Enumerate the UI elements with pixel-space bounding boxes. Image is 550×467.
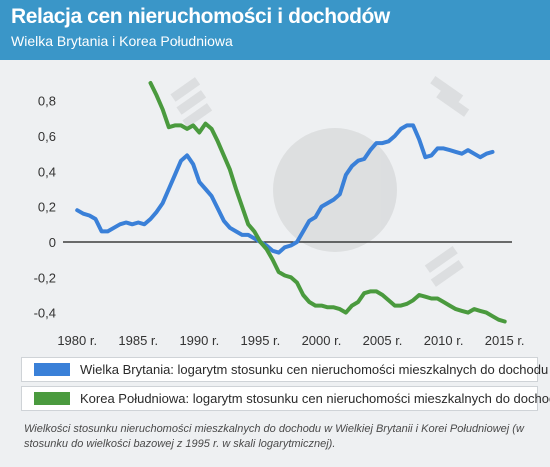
x-tick-label: 1985 r.: [118, 333, 158, 348]
legend-item-korea: Korea Południowa: logarytm stosunku cen …: [21, 386, 550, 411]
y-tick-label: -0,4: [34, 306, 56, 321]
footnote: Wielkości stosunku nieruchomości mieszka…: [24, 423, 524, 450]
legend-label-korea: Korea Południowa: logarytm stosunku cen …: [80, 391, 550, 406]
x-tick-label: 1995 r.: [241, 333, 281, 348]
x-tick-label: 2010 r.: [424, 333, 464, 348]
legend-item-uk: Wielka Brytania: logarytm stosunku cen n…: [21, 357, 548, 382]
series-line-korea: [148, 81, 507, 324]
x-tick-label: 2000 r.: [302, 333, 342, 348]
chart-title: Relacja cen nieruchomości i dochodów: [11, 5, 390, 28]
header-banner: Relacja cen nieruchomości i dochodów Wie…: [0, 0, 550, 60]
y-tick-label: 0: [49, 235, 56, 250]
series-line-uk: [75, 123, 495, 255]
y-tick-label: 0,2: [38, 200, 56, 215]
y-tick-label: 0,4: [38, 164, 56, 179]
chart-subtitle: Wielka Brytania i Korea Południowa: [11, 33, 233, 49]
legend-swatch-korea: [34, 392, 70, 405]
korea-flag-watermark: [170, 75, 470, 287]
y-tick-label: 0,8: [38, 94, 56, 109]
chart-series: [75, 81, 507, 324]
x-tick-label: 1980 r.: [57, 333, 97, 348]
x-tick-label: 1990 r.: [179, 333, 219, 348]
legend-swatch-uk: [34, 363, 70, 376]
chart-axes: -0,4 -0,2 0 0,2 0,4 0,6 0,8 1980 r. 1985 r. 1990 …: [34, 94, 525, 348]
line-chart: -0,4 -0,2 0 0,2 0,4 0,6 0,8 1980 r. 1985 r. 1990 …: [34, 75, 525, 348]
legend-label-uk: Wielka Brytania: logarytm stosunku cen n…: [80, 362, 549, 377]
x-tick-label: 2005 r.: [363, 333, 403, 348]
y-tick-label: -0,2: [34, 270, 56, 285]
x-tick-label: 2015 r.: [485, 333, 525, 348]
y-tick-label: 0,6: [38, 129, 56, 144]
